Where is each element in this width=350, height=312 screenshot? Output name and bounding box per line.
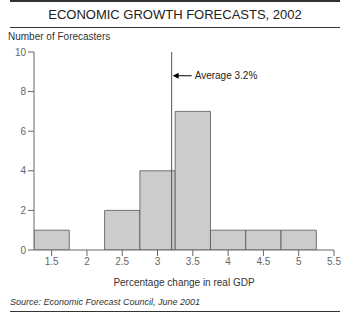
svg-text:3: 3	[155, 256, 161, 267]
svg-text:5.5: 5.5	[327, 256, 341, 267]
svg-text:Percentage change in real GDP: Percentage change in real GDP	[113, 277, 255, 288]
svg-text:4.5: 4.5	[256, 256, 270, 267]
svg-text:3.5: 3.5	[186, 256, 200, 267]
svg-text:2.5: 2.5	[115, 256, 129, 267]
html-text:Number of Forecasters: Number of Forecasters	[8, 31, 111, 42]
svg-text:0: 0	[20, 245, 26, 256]
svg-text:Average 3.2%: Average 3.2%	[195, 70, 258, 81]
html-text:ECONOMIC GROWTH FORECASTS, 200: ECONOMIC GROWTH FORECASTS, 2002	[48, 7, 302, 22]
svg-text:1.5: 1.5	[45, 256, 59, 267]
svg-text:2: 2	[84, 256, 90, 267]
svg-text:8: 8	[20, 86, 26, 97]
svg-text:4: 4	[20, 165, 26, 176]
svg-text:2: 2	[20, 205, 26, 216]
svg-text:4: 4	[225, 256, 231, 267]
html-text:Source: Economic Forecast Coun: Source: Economic Forecast Council, June …	[10, 296, 201, 307]
svg-text:10: 10	[15, 47, 27, 58]
svg-text:6: 6	[20, 126, 26, 137]
svg-text:5: 5	[296, 256, 302, 267]
